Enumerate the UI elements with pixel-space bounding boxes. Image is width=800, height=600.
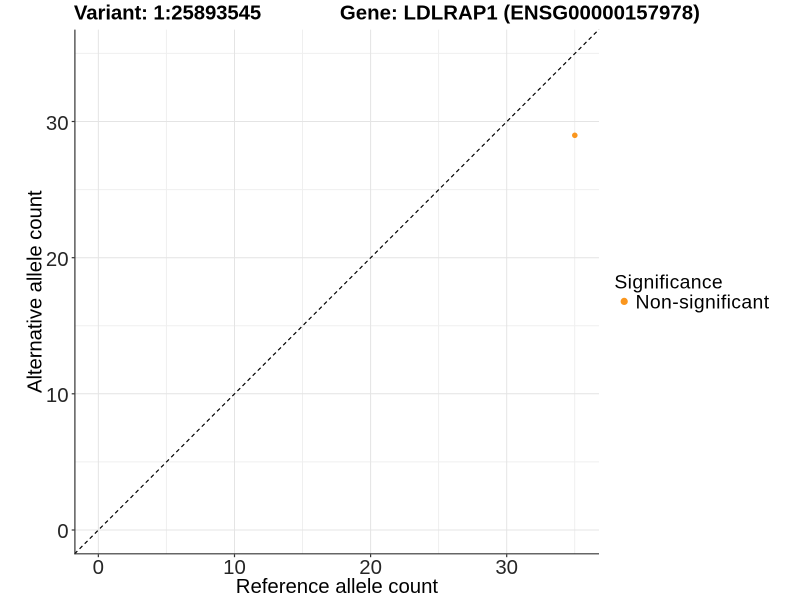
svg-text:0: 0 xyxy=(57,521,68,543)
svg-text:10: 10 xyxy=(46,385,69,407)
svg-text:0: 0 xyxy=(93,557,104,579)
svg-text:Reference allele count: Reference allele count xyxy=(236,576,439,598)
svg-text:Alternative allele count: Alternative allele count xyxy=(25,190,47,393)
svg-text:Significance: Significance xyxy=(614,272,722,294)
svg-text:Non-significant: Non-significant xyxy=(636,292,770,314)
svg-text:Gene: LDLRAP1 (ENSG00000157978: Gene: LDLRAP1 (ENSG00000157978) xyxy=(340,2,700,24)
svg-text:20: 20 xyxy=(359,557,382,579)
svg-text:Variant: 1:25893545: Variant: 1:25893545 xyxy=(74,2,261,24)
svg-text:30: 30 xyxy=(46,113,69,135)
svg-text:30: 30 xyxy=(495,557,518,579)
svg-text:20: 20 xyxy=(46,249,69,271)
svg-text:10: 10 xyxy=(223,557,246,579)
